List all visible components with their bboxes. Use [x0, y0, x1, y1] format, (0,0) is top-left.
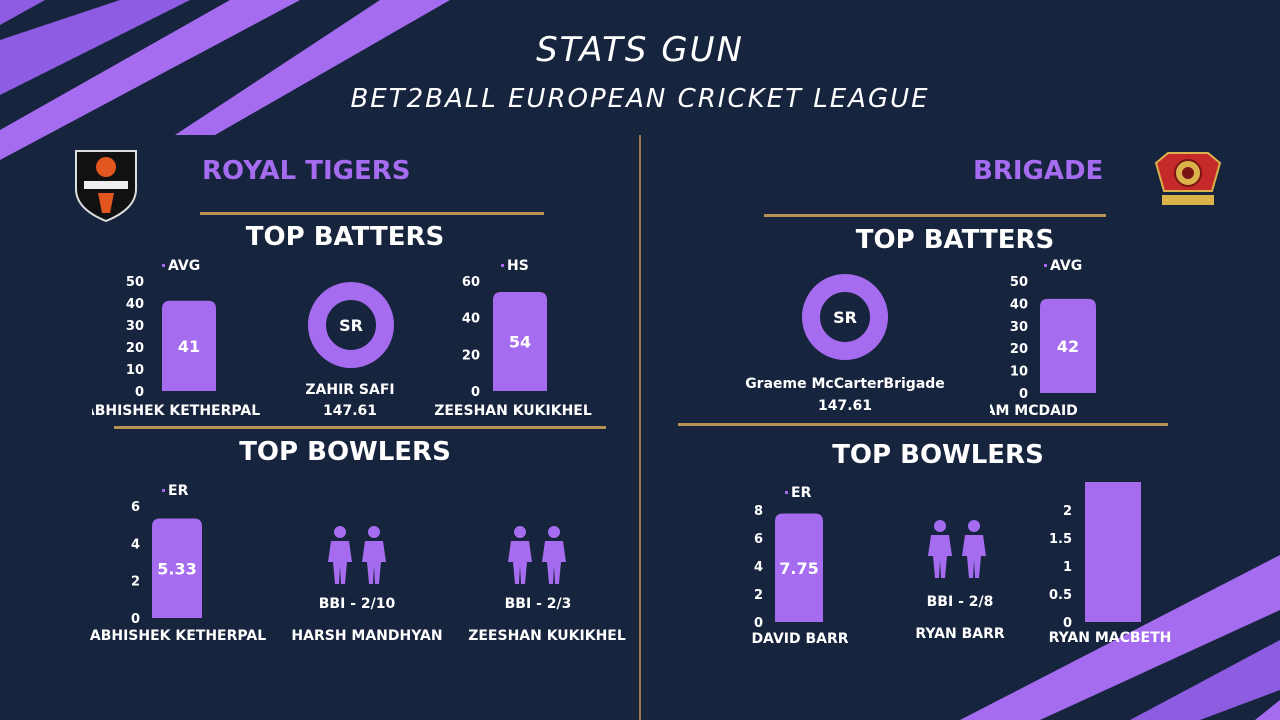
y-tick-label: 10 [1010, 365, 1028, 380]
y-tick-label: 0 [131, 612, 140, 627]
right-bowler-avg-chart: AVG00.511.5212RYAN MACBETH [1049, 482, 1172, 646]
y-tick-label: 20 [1010, 342, 1028, 357]
legend-swatch [162, 489, 165, 492]
bar [1040, 298, 1096, 393]
left-top-bowlers-title: TOP BOWLERS [239, 437, 451, 467]
right-sr-label: SR [833, 308, 857, 327]
brigade-logo [1154, 152, 1222, 205]
y-tick-label: 0 [135, 385, 144, 400]
left-bowler-1-name: HARSH MANDHYAN [291, 628, 443, 644]
category-label: ADAM MCDAID [990, 403, 1078, 419]
right-bowler-er-chart: ER 0 2 4 6 8 7.75 DAVID BARR [751, 485, 848, 647]
right-gold-rule-mid [678, 423, 1168, 426]
bar-value-label: 41 [178, 337, 200, 356]
y-tick-label: 2 [754, 588, 763, 603]
y-tick-label: 6 [131, 500, 140, 515]
bar [1085, 482, 1141, 622]
right-bowler-1-name: RYAN BARR [915, 626, 1005, 642]
bar-value-label: 42 [1057, 337, 1079, 356]
right-batter-avg-chart: AVG 0 10 20 30 40 50 42 ADAM MCDAID [990, 258, 1096, 419]
right-top-batters-title: TOP BATTERS [855, 225, 1055, 255]
y-tick-label: 4 [131, 537, 140, 552]
category-label: ABHISHEK KETHERPAL [92, 403, 260, 419]
y-tick-label: 6 [754, 532, 763, 547]
left-sr-label: SR [339, 316, 363, 335]
y-tick-label: 0 [471, 385, 480, 400]
category-label: ZEESHAN KUKIKHEL [434, 403, 592, 419]
left-sr-ring: SR [308, 282, 394, 368]
y-tick-label: 2 [131, 575, 140, 590]
bar-value-label: 54 [509, 333, 531, 352]
category-label: RYAN MACBETH [1049, 630, 1172, 646]
left-bowler-1-people-icon [328, 526, 386, 584]
bar [152, 518, 202, 618]
left-bowler-2-name: ZEESHAN KUKIKHEL [468, 628, 626, 644]
left-sr-value: 147.61 [322, 403, 378, 419]
left-sr-player-name: ZAHIR SAFI [305, 382, 395, 398]
right-sr-value: 147.61 [817, 398, 873, 414]
y-tick-label: 30 [126, 319, 144, 334]
y-tick-label: 40 [1010, 297, 1028, 312]
y-tick-label: 50 [126, 275, 144, 290]
legend-label: ER [791, 485, 812, 501]
right-sr-player-name: Graeme McCarterBrigade [745, 376, 945, 392]
right-gold-rule-top [764, 214, 1106, 217]
y-tick-label: 40 [126, 297, 144, 312]
y-tick-label: 60 [462, 275, 480, 290]
legend-label: HS [507, 258, 529, 274]
center-divider [639, 135, 641, 720]
right-bowler-1-people-icon [928, 520, 986, 578]
y-tick-label: 0.5 [1049, 588, 1072, 603]
left-bowler-1-bbi: BBI - 2/10 [318, 596, 396, 612]
y-tick-label: 0 [754, 616, 763, 631]
page-subtitle: BET2BALL EUROPEAN CRICKET LEAGUE [350, 84, 930, 114]
left-gold-rule-top [200, 212, 544, 215]
right-top-bowlers-title: TOP BOWLERS [832, 440, 1044, 470]
left-batter-hs-chart: HS 0 20 40 60 54 ZEESHAN KUKIKHEL [434, 258, 592, 419]
legend-label: ER [168, 483, 189, 499]
bar [775, 513, 823, 622]
y-tick-label: 40 [462, 312, 480, 327]
bar [493, 292, 547, 391]
legend-swatch [501, 264, 504, 267]
left-bowler-er-chart: ER 0 2 4 6 5.33 ABHISHEK KETHERPAL [90, 483, 266, 644]
legend-swatch [162, 264, 165, 267]
y-tick-label: 20 [462, 348, 480, 363]
left-gold-rule-mid [114, 426, 606, 429]
bar-value-label: 7.75 [779, 559, 818, 578]
royal-tigers-logo [75, 150, 137, 223]
category-label: DAVID BARR [751, 631, 848, 647]
category-label: ABHISHEK KETHERPAL [90, 628, 266, 644]
left-team-name: ROYAL TIGERS [202, 156, 411, 186]
right-sr-ring: SR [802, 274, 888, 360]
left-batter-avg-chart: AVG 0 10 20 30 40 50 41 ABHISHEK KETHERPAL [92, 258, 260, 419]
y-tick-label: 50 [1010, 275, 1028, 290]
left-bowler-2-people-icon [508, 526, 566, 584]
bar-value-label: 5.33 [157, 559, 196, 578]
y-tick-label: 0 [1019, 387, 1028, 402]
legend-label: AVG [168, 258, 200, 274]
right-team-name: BRIGADE [973, 156, 1104, 186]
legend-label: AVG [1050, 258, 1082, 274]
y-tick-label: 20 [126, 341, 144, 356]
y-tick-label: 4 [754, 560, 763, 575]
right-bowler-1-bbi: BBI - 2/8 [926, 594, 994, 610]
left-top-batters-title: TOP BATTERS [245, 222, 445, 252]
y-tick-label: 30 [1010, 320, 1028, 335]
y-tick-label: 1 [1063, 560, 1072, 575]
y-tick-label: 1.5 [1049, 532, 1072, 547]
y-tick-label: 0 [1063, 616, 1072, 631]
page-title: STATS GUN [536, 30, 744, 70]
y-tick-label: 8 [754, 504, 763, 519]
legend-swatch [785, 491, 788, 494]
y-tick-label: 10 [126, 363, 144, 378]
legend-swatch [1044, 264, 1047, 267]
y-tick-label: 2 [1063, 504, 1072, 519]
left-bowler-2-bbi: BBI - 2/3 [504, 596, 572, 612]
bar [162, 300, 216, 391]
